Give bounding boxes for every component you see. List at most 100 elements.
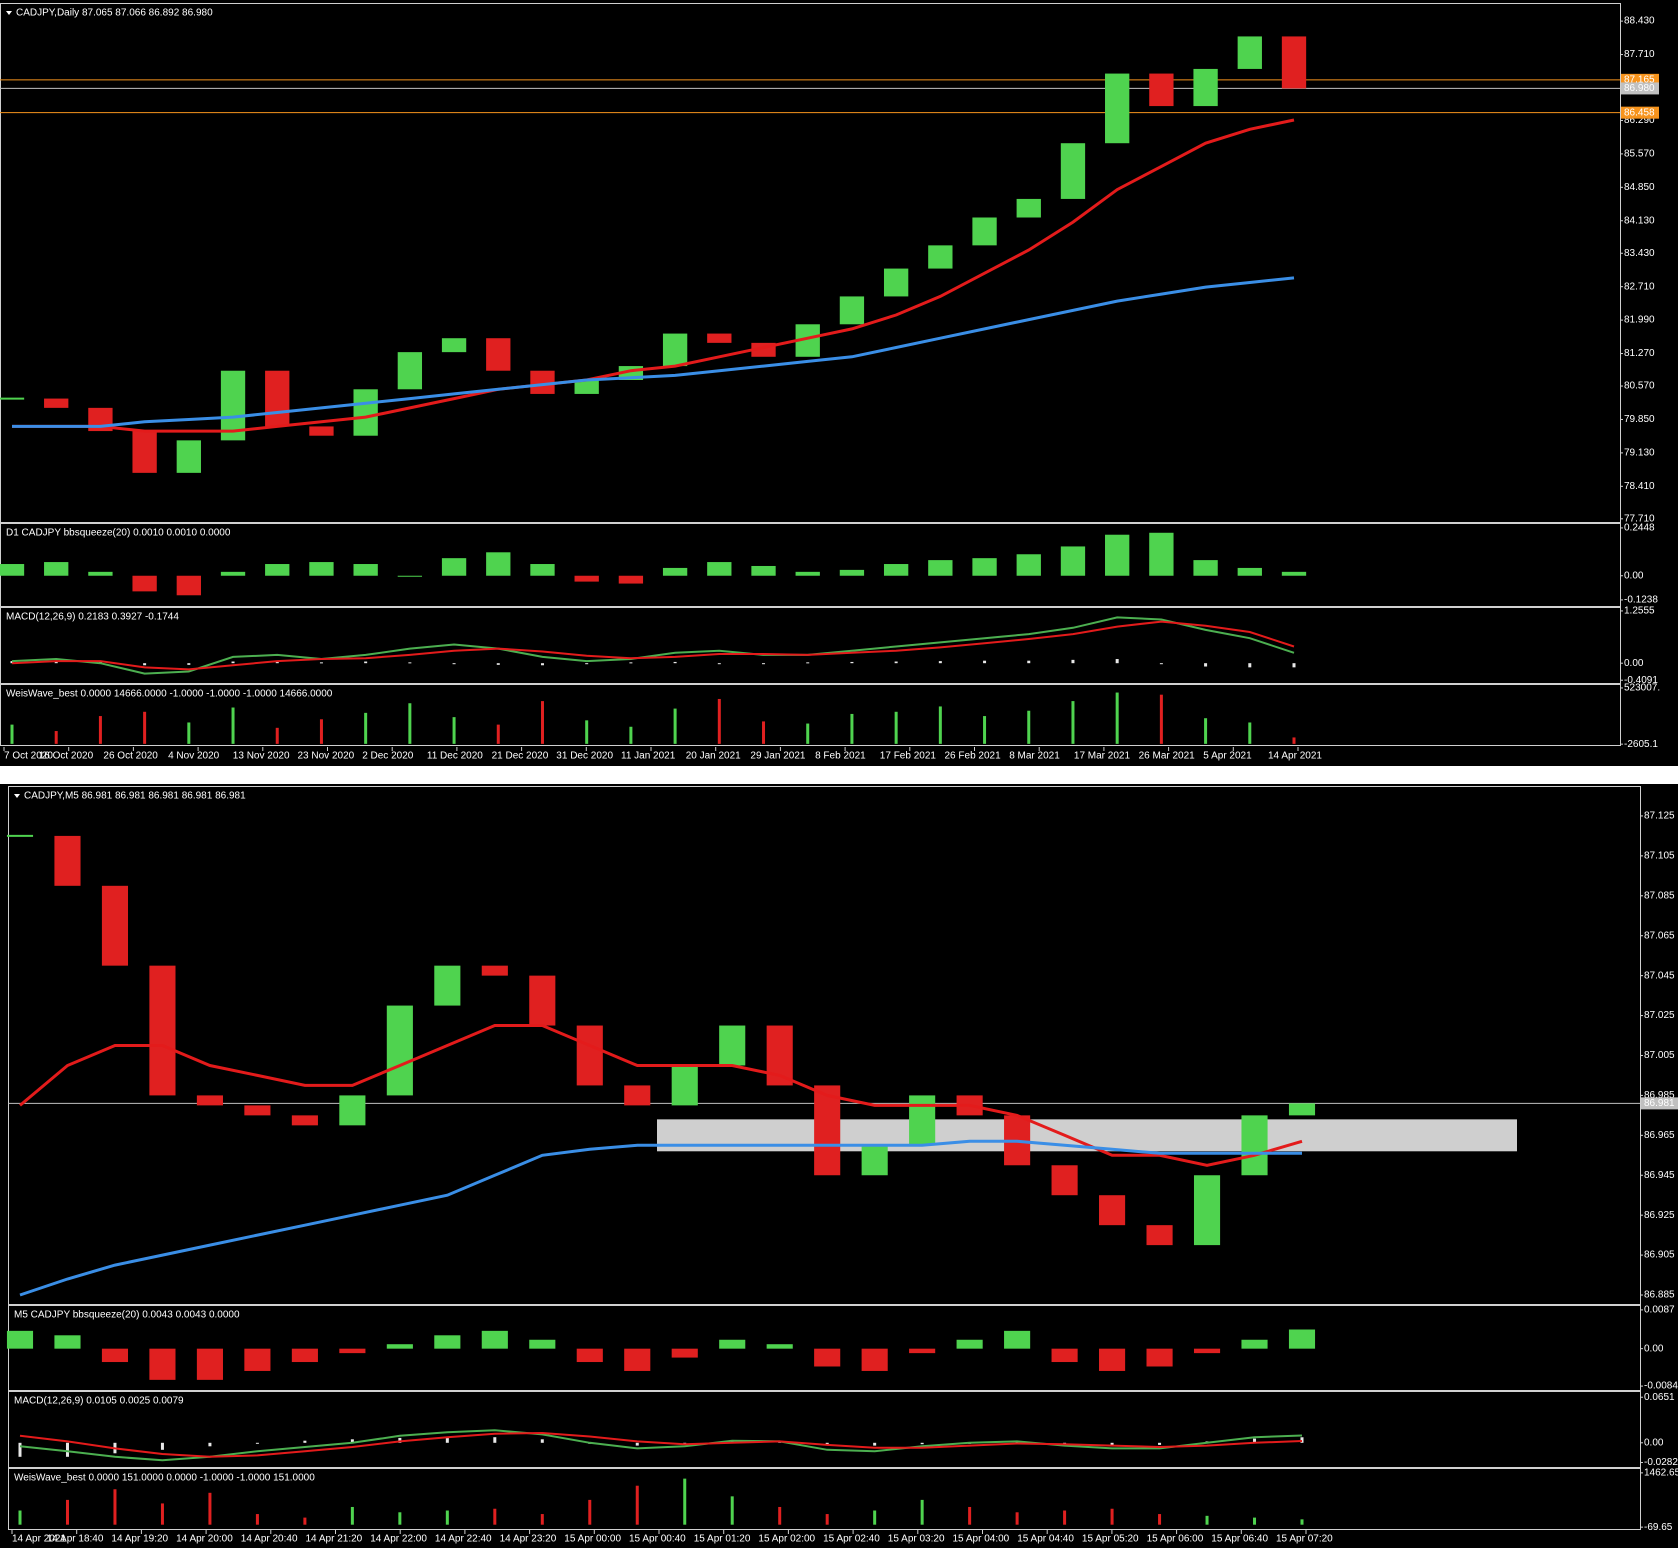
macd-signal [11,620,1295,671]
weis-bar [1253,1517,1257,1525]
x-tick-label: 15 Apr 03:20 [888,1534,945,1545]
macd-bar [160,1442,164,1450]
pane-label: WeisWave_best 0.0000 151.0000 0.0000 -1.… [14,1473,315,1484]
weis-bar [187,722,191,744]
weis-bar [1292,737,1296,744]
candle [54,835,81,886]
y-tick-label: 87.065 [1644,930,1675,941]
x-tick-label: 15 Apr 06:00 [1147,1534,1204,1545]
squeeze-bar [861,1348,888,1371]
x-tick-label: 15 Apr 04:40 [1017,1534,1074,1545]
x-tick-label: 11 Jan 2021 [621,751,676,762]
candle [1146,1225,1173,1246]
macd-bar [806,662,810,664]
pane-frame [0,684,1621,746]
y-tick-label: 78.410 [1624,481,1655,492]
weis-bar [10,724,14,744]
weis-bar [398,1512,402,1525]
macd-bar [629,662,633,664]
squeeze-bar [707,562,732,576]
y-tick-label: 87.105 [1644,851,1675,862]
macd-bar [1300,1437,1304,1443]
weis-bar [1115,692,1119,744]
candle [397,352,423,390]
x-tick-label: 15 Apr 04:00 [953,1534,1010,1545]
weis-bar [635,1485,639,1525]
squeeze-bar [1105,534,1130,576]
candle [339,1095,366,1126]
weis-bar [445,1510,449,1525]
macd-bar [540,1439,544,1443]
squeeze-bar [1146,1348,1173,1367]
weis-bar [493,1508,497,1525]
y-tick-label: -0.0282 [1644,1457,1678,1468]
candle [196,1095,223,1106]
y-tick-label: 82.710 [1624,281,1655,292]
macd-bar [493,1437,497,1443]
squeeze-bar [1099,1348,1126,1371]
squeeze-bar [529,1339,556,1349]
x-tick-label: 14 Apr 20:40 [241,1534,298,1545]
pane-frame [0,3,1621,523]
candle [839,296,865,325]
x-tick-label: 17 Feb 2021 [880,751,937,762]
y-tick-label: 0.2448 [1624,523,1655,534]
x-tick-label: 31 Dec 2020 [556,751,613,762]
candle [928,245,953,269]
candle [576,1025,603,1086]
x-tick-label: 14 Apr 21:20 [306,1534,363,1545]
pane-frame [0,607,1621,684]
weis-bar [717,698,721,744]
pane-frame [8,1391,1641,1468]
squeeze-bar [132,575,157,592]
macd-bar [364,661,368,664]
macd-bar [143,663,147,666]
candle [624,1085,651,1106]
macd-bar [938,661,942,664]
candle [1237,36,1262,69]
weis-bar [938,706,942,744]
x-tick-label: 14 Apr 2021 [12,1534,66,1545]
x-tick-label: 7 Oct 2020 [4,751,53,762]
weis-bar [762,721,766,744]
y-tick-label: 79.130 [1624,448,1655,459]
macd-signal [19,1431,1303,1458]
weis-bar [65,1499,69,1525]
x-tick-label: 14 Apr 18:40 [47,1534,104,1545]
macd-bar [1159,663,1163,665]
squeeze-bar [766,1344,793,1349]
price-label: 87.165 [1624,74,1655,85]
x-tick-label: 26 Feb 2021 [945,751,1002,762]
squeeze-bar [101,1348,129,1363]
squeeze-bar [1149,532,1174,576]
macd-bar [65,1442,69,1457]
moving-average [19,1024,1303,1167]
squeeze-bar [530,564,555,576]
weis-bar [629,726,633,744]
moving-average [19,1139,1302,1297]
y-tick-label: -69.65 [1644,1522,1673,1533]
macd-bar [873,1442,877,1446]
date-axis-bg [8,1530,1640,1547]
pane-label: WeisWave_best 0.0000 14666.0000 -1.0000 … [6,689,333,700]
pane-label: CADJPY,M5 86.981 86.981 86.981 86.981 86… [24,791,246,802]
pane-label: MACD(12,26,9) 0.2183 0.3927 -0.1744 [6,612,179,623]
price-label-box [1621,106,1659,119]
macd-bar [540,663,544,666]
y-tick-label: 0.00 [1644,1343,1664,1354]
macd-bar [452,663,456,665]
squeeze-bar [1193,1348,1221,1354]
x-tick-label: 20 Jan 2021 [686,751,741,762]
x-tick-label: 15 Apr 05:20 [1082,1534,1139,1545]
price-label-box [1621,82,1659,95]
y-tick-label: 0.00 [1624,570,1644,581]
candle [574,380,599,394]
y-tick-label: 87.710 [1624,49,1655,60]
macd-bar [1027,660,1031,664]
squeeze-bar [291,1348,318,1363]
candle [101,885,129,966]
y-tick-label: 1462.65 [1644,1468,1678,1479]
macd-main [19,1429,1303,1462]
candle [309,426,334,436]
y-tick-label: 77.710 [1624,513,1655,524]
